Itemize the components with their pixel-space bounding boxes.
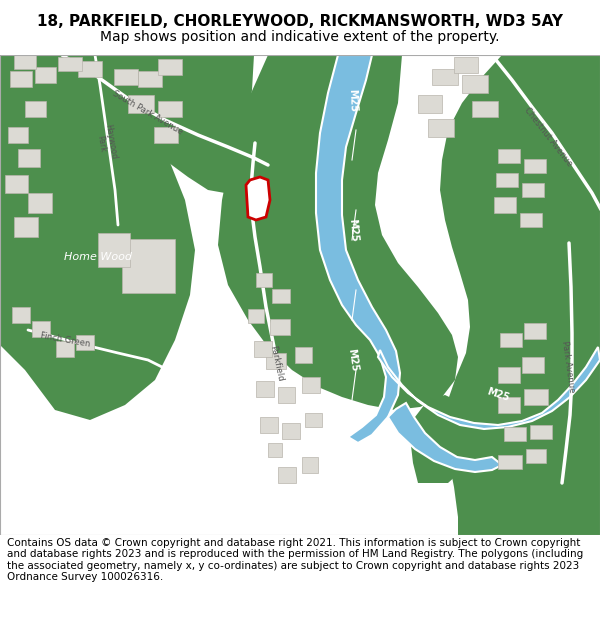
Polygon shape [248,309,264,323]
Polygon shape [302,377,320,393]
Text: Haywood
Park: Haywood Park [94,124,119,162]
Polygon shape [526,449,546,463]
Polygon shape [98,55,254,193]
Polygon shape [522,183,544,197]
Polygon shape [0,55,195,420]
Polygon shape [432,69,458,85]
Polygon shape [76,335,94,350]
Polygon shape [498,367,520,383]
Polygon shape [504,427,526,441]
Polygon shape [496,173,518,187]
Polygon shape [524,159,546,173]
Text: Finch Green: Finch Green [40,331,91,349]
Polygon shape [138,71,162,87]
Text: M25: M25 [485,387,511,403]
Text: M25: M25 [347,218,359,242]
Polygon shape [246,177,270,220]
Text: M25: M25 [347,88,358,112]
Polygon shape [98,233,130,267]
Text: Parkfield: Parkfield [268,344,284,382]
Polygon shape [462,75,488,93]
Polygon shape [524,323,546,339]
Polygon shape [254,341,272,357]
Polygon shape [58,57,82,71]
Polygon shape [500,333,522,347]
Polygon shape [78,61,102,77]
Polygon shape [114,69,138,85]
Polygon shape [128,95,154,113]
Polygon shape [530,425,552,439]
Polygon shape [25,101,46,117]
Polygon shape [5,175,28,193]
Polygon shape [440,55,600,535]
Polygon shape [122,239,175,293]
Polygon shape [218,55,458,410]
Polygon shape [498,455,522,469]
Polygon shape [32,321,50,337]
Polygon shape [498,149,520,163]
Polygon shape [498,397,520,413]
Polygon shape [428,119,454,137]
Text: South Park Avenue: South Park Avenue [112,89,185,137]
Text: 18, PARKFIELD, CHORLEYWOOD, RICKMANSWORTH, WD3 5AY: 18, PARKFIELD, CHORLEYWOOD, RICKMANSWORT… [37,14,563,29]
Polygon shape [410,395,480,483]
Polygon shape [388,403,502,472]
Text: Home Wood: Home Wood [64,252,132,262]
Polygon shape [494,197,516,213]
Polygon shape [272,289,290,303]
Polygon shape [158,101,182,117]
Polygon shape [260,417,278,433]
Polygon shape [472,101,498,117]
Polygon shape [256,273,272,287]
Polygon shape [282,423,300,439]
Polygon shape [378,347,600,429]
Polygon shape [295,347,312,363]
Polygon shape [278,387,295,403]
Polygon shape [270,319,290,335]
Polygon shape [10,71,32,87]
Polygon shape [158,59,182,75]
Polygon shape [316,55,400,443]
Text: Chestnut Avenue: Chestnut Avenue [522,106,574,168]
Polygon shape [522,357,544,373]
Text: Contains OS data © Crown copyright and database right 2021. This information is : Contains OS data © Crown copyright and d… [7,538,583,582]
Text: Park Avenue: Park Avenue [560,341,576,394]
Polygon shape [524,389,548,405]
Polygon shape [56,341,74,357]
Polygon shape [154,127,178,143]
Polygon shape [418,95,442,113]
Polygon shape [268,443,282,457]
Polygon shape [266,353,286,369]
Polygon shape [28,193,52,213]
Polygon shape [12,307,30,323]
Polygon shape [278,467,296,483]
Polygon shape [256,381,274,397]
Polygon shape [520,213,542,227]
Text: M25: M25 [346,348,359,372]
Polygon shape [14,55,36,69]
Polygon shape [302,457,318,473]
Polygon shape [305,413,322,427]
Polygon shape [8,127,28,143]
Polygon shape [454,57,478,73]
Text: Map shows position and indicative extent of the property.: Map shows position and indicative extent… [100,30,500,44]
Polygon shape [14,217,38,237]
Polygon shape [35,67,56,83]
Polygon shape [18,149,40,167]
